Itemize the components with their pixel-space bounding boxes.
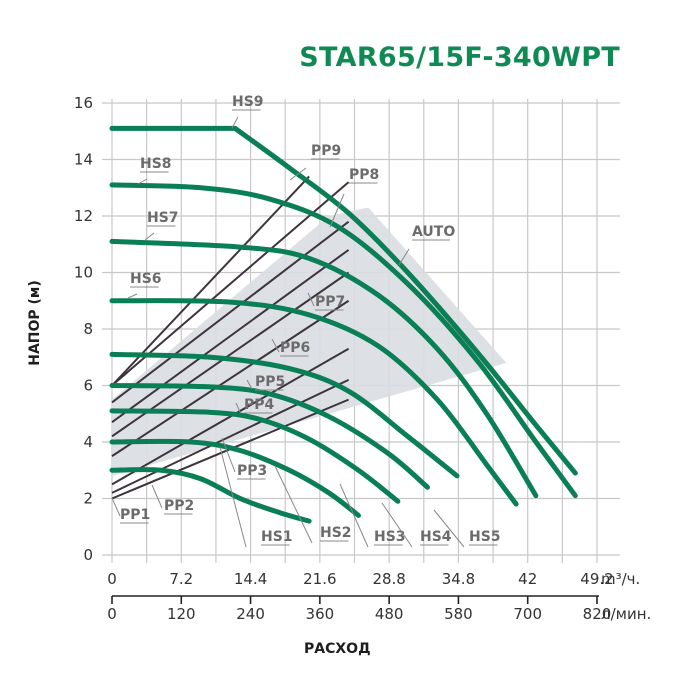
leader-line-pp2 [151, 484, 163, 509]
leader-line-pp7 [307, 292, 315, 307]
y-tick-label: 14 [74, 151, 93, 169]
leader-line-hs7 [144, 232, 155, 241]
series-label-hs6: HS6 [130, 271, 162, 287]
y-tick-label: 16 [74, 94, 93, 112]
series-label-pp8: PP8 [349, 167, 379, 183]
leader-line-hs8 [137, 178, 148, 185]
series-label-hs3: HS3 [374, 529, 406, 545]
x-tick-label-m3h: 28.8 [372, 570, 405, 588]
leader-line-hs5 [433, 509, 465, 548]
y-tick-label: 2 [83, 490, 93, 508]
x-tick-label-lmin: 480 [375, 605, 404, 623]
x-tick-label-lmin: 700 [513, 605, 542, 623]
hs-curve-hs6 [109, 298, 519, 507]
leader-line-pp3 [221, 437, 236, 473]
hs-curve-hs2 [109, 438, 361, 518]
series-label-pp5: PP5 [255, 374, 285, 390]
series-label-pp4: PP4 [244, 397, 275, 413]
leader-line-hs3 [339, 483, 369, 548]
x-tick-label-m3h: 49.2 [580, 570, 613, 588]
leader-line-pp5 [246, 379, 253, 390]
x-tick-label-lmin: 360 [306, 605, 335, 623]
series-label-pp1: PP1 [120, 507, 150, 523]
hs-curve-hs1 [109, 467, 312, 524]
x-tick-label-lmin: 120 [167, 605, 196, 623]
x-tick-label-lmin: 820 [583, 605, 612, 623]
x-tick-label-m3h: 14.4 [234, 570, 267, 588]
leader-line-pp9 [289, 167, 307, 181]
pp-line-pp3 [111, 347, 350, 486]
leader-line-pp8 [329, 193, 345, 228]
leader-line-auto [398, 248, 410, 266]
leader-line-hs6 [127, 293, 138, 299]
series-label-hs7: HS7 [147, 210, 179, 226]
x-unit-lmin: л/мин. [601, 605, 651, 623]
pp-line-pp8 [111, 181, 350, 387]
series-label-hs9: HS9 [232, 94, 264, 110]
hs-curve-hs9 [109, 125, 578, 476]
x-tick-label-m3h: 0 [107, 570, 117, 588]
x-tick-label-m3h: 42 [518, 570, 537, 588]
pp-line-pp2 [111, 378, 350, 494]
x-tick-label-m3h: 21.6 [303, 570, 336, 588]
hs-curve-hs3 [109, 408, 401, 504]
leader-line-hs1 [219, 446, 247, 548]
hs-curve-hs4 [109, 383, 430, 490]
y-tick-label: 10 [74, 264, 93, 282]
x-unit-m3h: m³/ч. [601, 570, 640, 588]
leader-line-pp4 [235, 402, 241, 413]
series-label-pp6: PP6 [280, 340, 310, 356]
x-tick-label-lmin: 580 [444, 605, 473, 623]
hs-curve-hs7 [109, 238, 539, 499]
pp-line-pp9 [111, 175, 310, 387]
series-label-auto: AUTO [412, 224, 455, 240]
series-label-pp9: PP9 [311, 143, 341, 159]
x-axis-label: РАСХОД [304, 641, 371, 657]
series-label-pp3: PP3 [237, 463, 267, 479]
y-tick-label: 4 [83, 433, 93, 451]
series-label-pp2: PP2 [164, 498, 194, 514]
x-tick-label-m3h: 7.2 [169, 570, 193, 588]
series-label-hs8: HS8 [140, 156, 172, 172]
leader-line-pp1 [111, 497, 121, 517]
leader-line-hs2 [274, 465, 313, 544]
series-label-hs2: HS2 [320, 525, 352, 541]
x-tick-label-lmin: 0 [107, 605, 117, 623]
series-label-hs5: HS5 [469, 529, 501, 545]
pp-line-pp7 [111, 220, 350, 404]
leader-line-pp6 [271, 338, 280, 353]
y-tick-label: 12 [74, 207, 93, 225]
hs-curve-hs5 [109, 351, 460, 479]
y-tick-label: 8 [83, 320, 93, 338]
leader-line-hs9 [231, 116, 239, 129]
chart-title: STAR65/15F-340WPT [299, 42, 620, 73]
pp-line-pp4 [111, 299, 350, 457]
pp-line-pp6 [111, 249, 350, 424]
x-tick-label-lmin: 240 [236, 605, 265, 623]
y-tick-label: 0 [83, 546, 93, 564]
leader-line-hs4 [381, 502, 413, 548]
x-tick-label-m3h: 34.8 [442, 570, 475, 588]
y-tick-label: 6 [83, 377, 93, 395]
series-label-pp7: PP7 [315, 294, 345, 310]
series-label-hs1: HS1 [261, 529, 293, 545]
series-label-hs4: HS4 [420, 529, 452, 545]
hs-curve-hs8 [109, 182, 578, 499]
